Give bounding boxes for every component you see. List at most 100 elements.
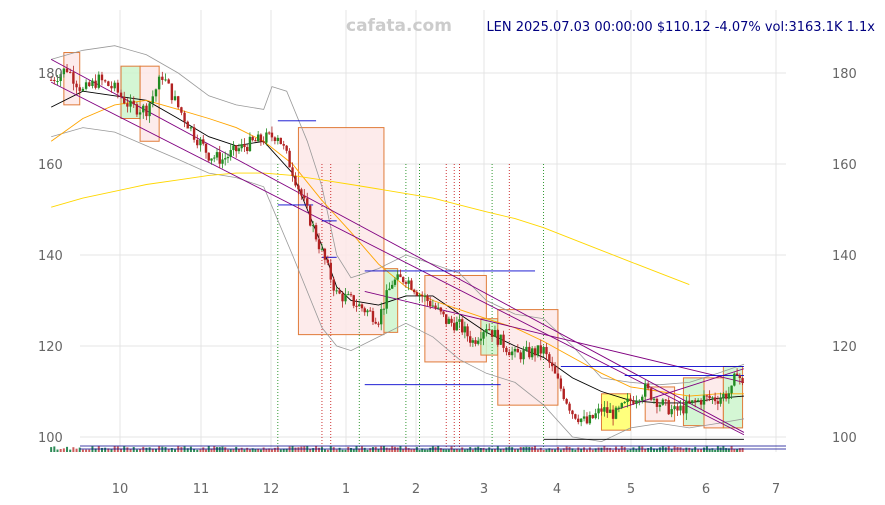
volume-bar [522,447,525,452]
volume-bar [469,447,472,452]
candle-body [713,397,717,402]
candle-body [458,319,461,322]
volume-bar [423,449,426,452]
candle-body [539,345,542,354]
candle-body [388,288,391,291]
candle-body [415,292,419,296]
candle-body [490,330,494,337]
volume-bar [193,448,196,452]
candle-body [382,308,386,310]
candle-body [170,83,174,101]
volume-bar [154,448,157,452]
candle-body [623,401,626,404]
volume-bar [679,447,682,452]
candle-body [724,393,728,399]
candle-body [335,290,338,292]
candle-body [626,398,629,402]
candle-body [545,346,548,355]
candle-body [245,147,249,152]
volume-bar [714,449,717,452]
candle-body [132,100,135,105]
volume-bar [257,448,260,452]
candle-body [148,103,151,117]
volume-bar [205,449,208,452]
candle-body [461,319,464,333]
candle-body [167,79,170,84]
trend-line [50,58,745,433]
volume-bar [635,448,638,452]
candle-body [352,295,355,306]
candle-body [673,406,676,410]
candle-body [393,279,397,285]
candle-body [243,144,246,148]
trend-line [364,290,745,383]
signal-zone [63,52,81,106]
candle-body [282,144,285,146]
volume-bar [374,446,377,452]
volume-bar [56,449,59,452]
x-tick-label: 11 [193,482,210,497]
volume-bar [377,449,380,452]
volume-bar [199,449,202,452]
volume-bar [410,449,413,452]
volume-bar [139,449,142,452]
y-tick-label-left: 100 [38,431,63,446]
volume-bar [129,449,132,452]
volume-bar [94,448,97,452]
volume-bar [415,447,418,452]
candle-body [594,413,597,419]
candle-body [649,388,653,400]
candle-body [164,79,167,81]
volume-bar [583,447,586,452]
candle-body [530,348,534,358]
candle-body [380,309,383,325]
candle-body [439,307,443,312]
candle-body [213,157,216,159]
volume-bar [542,449,545,452]
volume-bar [711,448,714,452]
candle-body [300,189,303,196]
candle-body [142,105,145,113]
volume-strip [50,445,786,452]
candle-body [682,405,685,414]
volume-bar [332,447,335,452]
candle-body [110,85,113,89]
candle-body [608,409,612,413]
volume-bar [655,448,658,452]
candle-body [499,334,502,345]
candle-body [358,304,361,307]
candle-body [735,373,739,376]
candle-body [390,284,394,289]
volume-bar [88,449,91,452]
y-tick-label-left: 140 [38,249,63,264]
candle-body [240,144,243,149]
candle-body [711,397,714,399]
volume-bar [485,449,488,452]
candle-body [221,159,224,164]
candle-body [210,158,213,161]
candle-body [474,340,477,344]
y-tick-label-left: 120 [38,340,63,355]
volume-bar [180,447,183,452]
candle-body [516,348,520,353]
candle-body [273,137,277,141]
volume-bar [600,447,603,452]
volume-bar [482,448,485,452]
candle-body [186,121,189,129]
candle-body [603,407,606,412]
volume-bar [676,447,679,452]
volume-bar [53,446,56,452]
candle-body [151,96,154,104]
x-tick-label: 2 [412,482,420,497]
candle-body [332,279,335,291]
candle-body [262,141,265,143]
volume-bar [366,449,369,452]
volume-bar [594,448,597,452]
volume-bar [632,447,635,452]
y-tick-label-right: 100 [832,431,857,446]
candle-body [237,148,241,152]
volume-bar [66,446,69,452]
volume-bar [135,449,138,452]
candle-body [429,300,432,307]
candle-body [199,139,202,146]
